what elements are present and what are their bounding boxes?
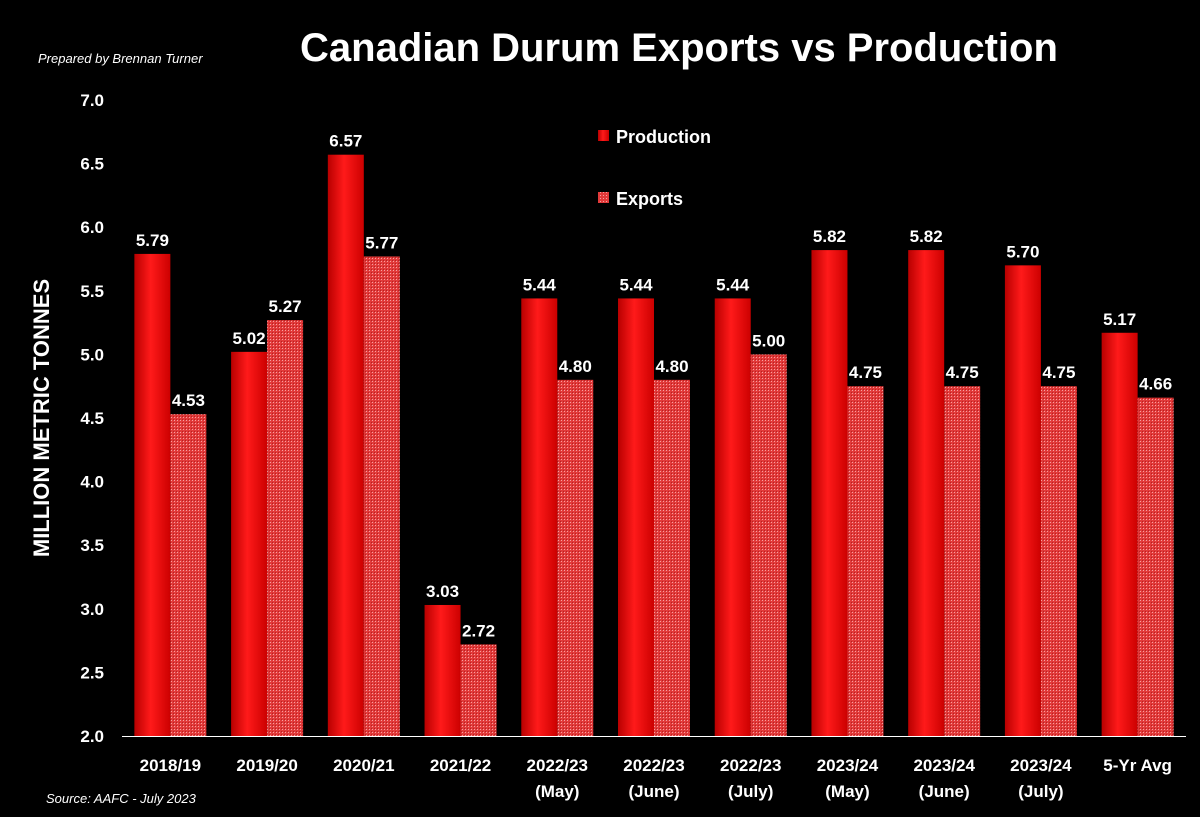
x-tick-label: (July) bbox=[1018, 782, 1063, 801]
bar-exports bbox=[1040, 386, 1077, 736]
bar-exports bbox=[654, 379, 690, 736]
data-label-exports: 4.75 bbox=[849, 363, 882, 382]
y-tick-label: 2.0 bbox=[80, 727, 104, 746]
bar-production bbox=[811, 250, 848, 736]
data-label-exports: 5.77 bbox=[365, 233, 398, 252]
x-tick-label: 2019/20 bbox=[236, 756, 297, 775]
bar-exports bbox=[363, 256, 400, 736]
data-label-exports: 4.66 bbox=[1139, 375, 1172, 394]
y-tick-label: 5.0 bbox=[80, 345, 104, 364]
bar-production bbox=[618, 298, 654, 736]
data-label-exports: 5.27 bbox=[269, 297, 302, 316]
x-tick-label: 2023/24 bbox=[1010, 756, 1072, 775]
x-tick-label: 2022/23 bbox=[527, 756, 588, 775]
y-tick-label: 7.0 bbox=[80, 91, 104, 110]
x-tick-label: 2021/22 bbox=[430, 756, 491, 775]
x-tick-label: 2022/23 bbox=[720, 756, 781, 775]
prepared-by-note: Prepared by Brennan Turner bbox=[38, 51, 203, 66]
y-axis-ticks: 2.0 2.5 3.0 3.5 4.0 4.5 5.0 5.5 6.0 6.5 7.0 bbox=[80, 91, 104, 746]
data-label-production: 5.70 bbox=[1006, 242, 1039, 261]
bar-production bbox=[714, 298, 751, 736]
x-tick-label: 2018/19 bbox=[140, 756, 201, 775]
data-label-production: 5.82 bbox=[813, 227, 846, 246]
bar-exports bbox=[750, 354, 787, 736]
bar-exports bbox=[1137, 397, 1174, 736]
x-tick-label: (July) bbox=[728, 782, 773, 801]
data-label-production: 3.03 bbox=[426, 582, 459, 601]
legend-swatch-exports bbox=[598, 192, 609, 203]
data-label-production: 5.02 bbox=[233, 329, 266, 348]
y-tick-label: 3.5 bbox=[80, 536, 104, 555]
bar-production bbox=[521, 298, 558, 736]
x-tick-label: (May) bbox=[535, 782, 579, 801]
y-tick-label: 4.5 bbox=[80, 409, 104, 428]
y-tick-label: 6.0 bbox=[80, 218, 104, 237]
source-note: Source: AAFC - July 2023 bbox=[46, 791, 196, 806]
bar-series bbox=[134, 154, 1174, 737]
x-tick-label: 2023/24 bbox=[913, 756, 975, 775]
y-tick-label: 3.0 bbox=[80, 600, 104, 619]
data-label-production: 5.44 bbox=[619, 275, 653, 294]
x-tick-label: 2020/21 bbox=[333, 756, 394, 775]
bar-production bbox=[424, 604, 461, 736]
bar-production bbox=[908, 250, 945, 736]
data-label-production: 5.44 bbox=[716, 275, 750, 294]
bar-exports bbox=[557, 379, 594, 736]
bar-exports bbox=[460, 644, 497, 736]
bar-production bbox=[231, 351, 268, 736]
data-label-production: 6.57 bbox=[329, 132, 362, 151]
legend-label-exports: Exports bbox=[616, 189, 683, 209]
data-label-exports: 5.00 bbox=[752, 331, 785, 350]
data-label-production: 5.82 bbox=[910, 227, 943, 246]
x-tick-label: (May) bbox=[825, 782, 869, 801]
data-label-exports: 4.75 bbox=[946, 363, 979, 382]
x-tick-label: 2022/23 bbox=[623, 756, 684, 775]
legend: Production Exports bbox=[598, 127, 711, 209]
y-tick-label: 4.0 bbox=[80, 473, 104, 492]
y-tick-label: 2.5 bbox=[80, 663, 104, 682]
legend-swatch-production bbox=[598, 130, 609, 141]
x-tick-label: (June) bbox=[919, 782, 970, 801]
data-label-production: 5.44 bbox=[523, 275, 557, 294]
bar-exports bbox=[847, 386, 884, 736]
bar-production bbox=[134, 253, 171, 737]
bar-production bbox=[327, 154, 364, 737]
bar-exports bbox=[944, 386, 981, 736]
y-tick-label: 6.5 bbox=[80, 155, 104, 174]
bar-exports bbox=[170, 414, 207, 736]
data-label-exports: 4.80 bbox=[559, 357, 592, 376]
bar-exports bbox=[267, 320, 304, 736]
data-label-exports: 2.72 bbox=[462, 621, 495, 640]
data-label-exports: 4.80 bbox=[655, 357, 688, 376]
data-label-production: 5.79 bbox=[136, 231, 169, 250]
data-label-exports: 4.75 bbox=[1042, 363, 1075, 382]
data-label-exports: 4.53 bbox=[172, 391, 205, 410]
bar-production bbox=[1004, 265, 1041, 736]
x-tick-label: 2023/24 bbox=[817, 756, 879, 775]
legend-label-production: Production bbox=[616, 127, 711, 147]
data-labels: 5.79 4.53 5.025.27 6.57 5.77 3.03 2.72 5.44 4.80… bbox=[136, 132, 1172, 641]
data-label-production: 5.17 bbox=[1103, 310, 1136, 329]
x-tick-label: (June) bbox=[629, 782, 680, 801]
y-tick-label: 5.5 bbox=[80, 282, 104, 301]
chart-title: Canadian Durum Exports vs Production bbox=[300, 26, 1058, 70]
x-tick-label: 5-Yr Avg bbox=[1103, 756, 1172, 775]
bar-production bbox=[1101, 332, 1138, 736]
x-axis-ticks: 2018/19 2019/20 2020/21 2021/22 2022/23 (May)… bbox=[140, 756, 1172, 801]
